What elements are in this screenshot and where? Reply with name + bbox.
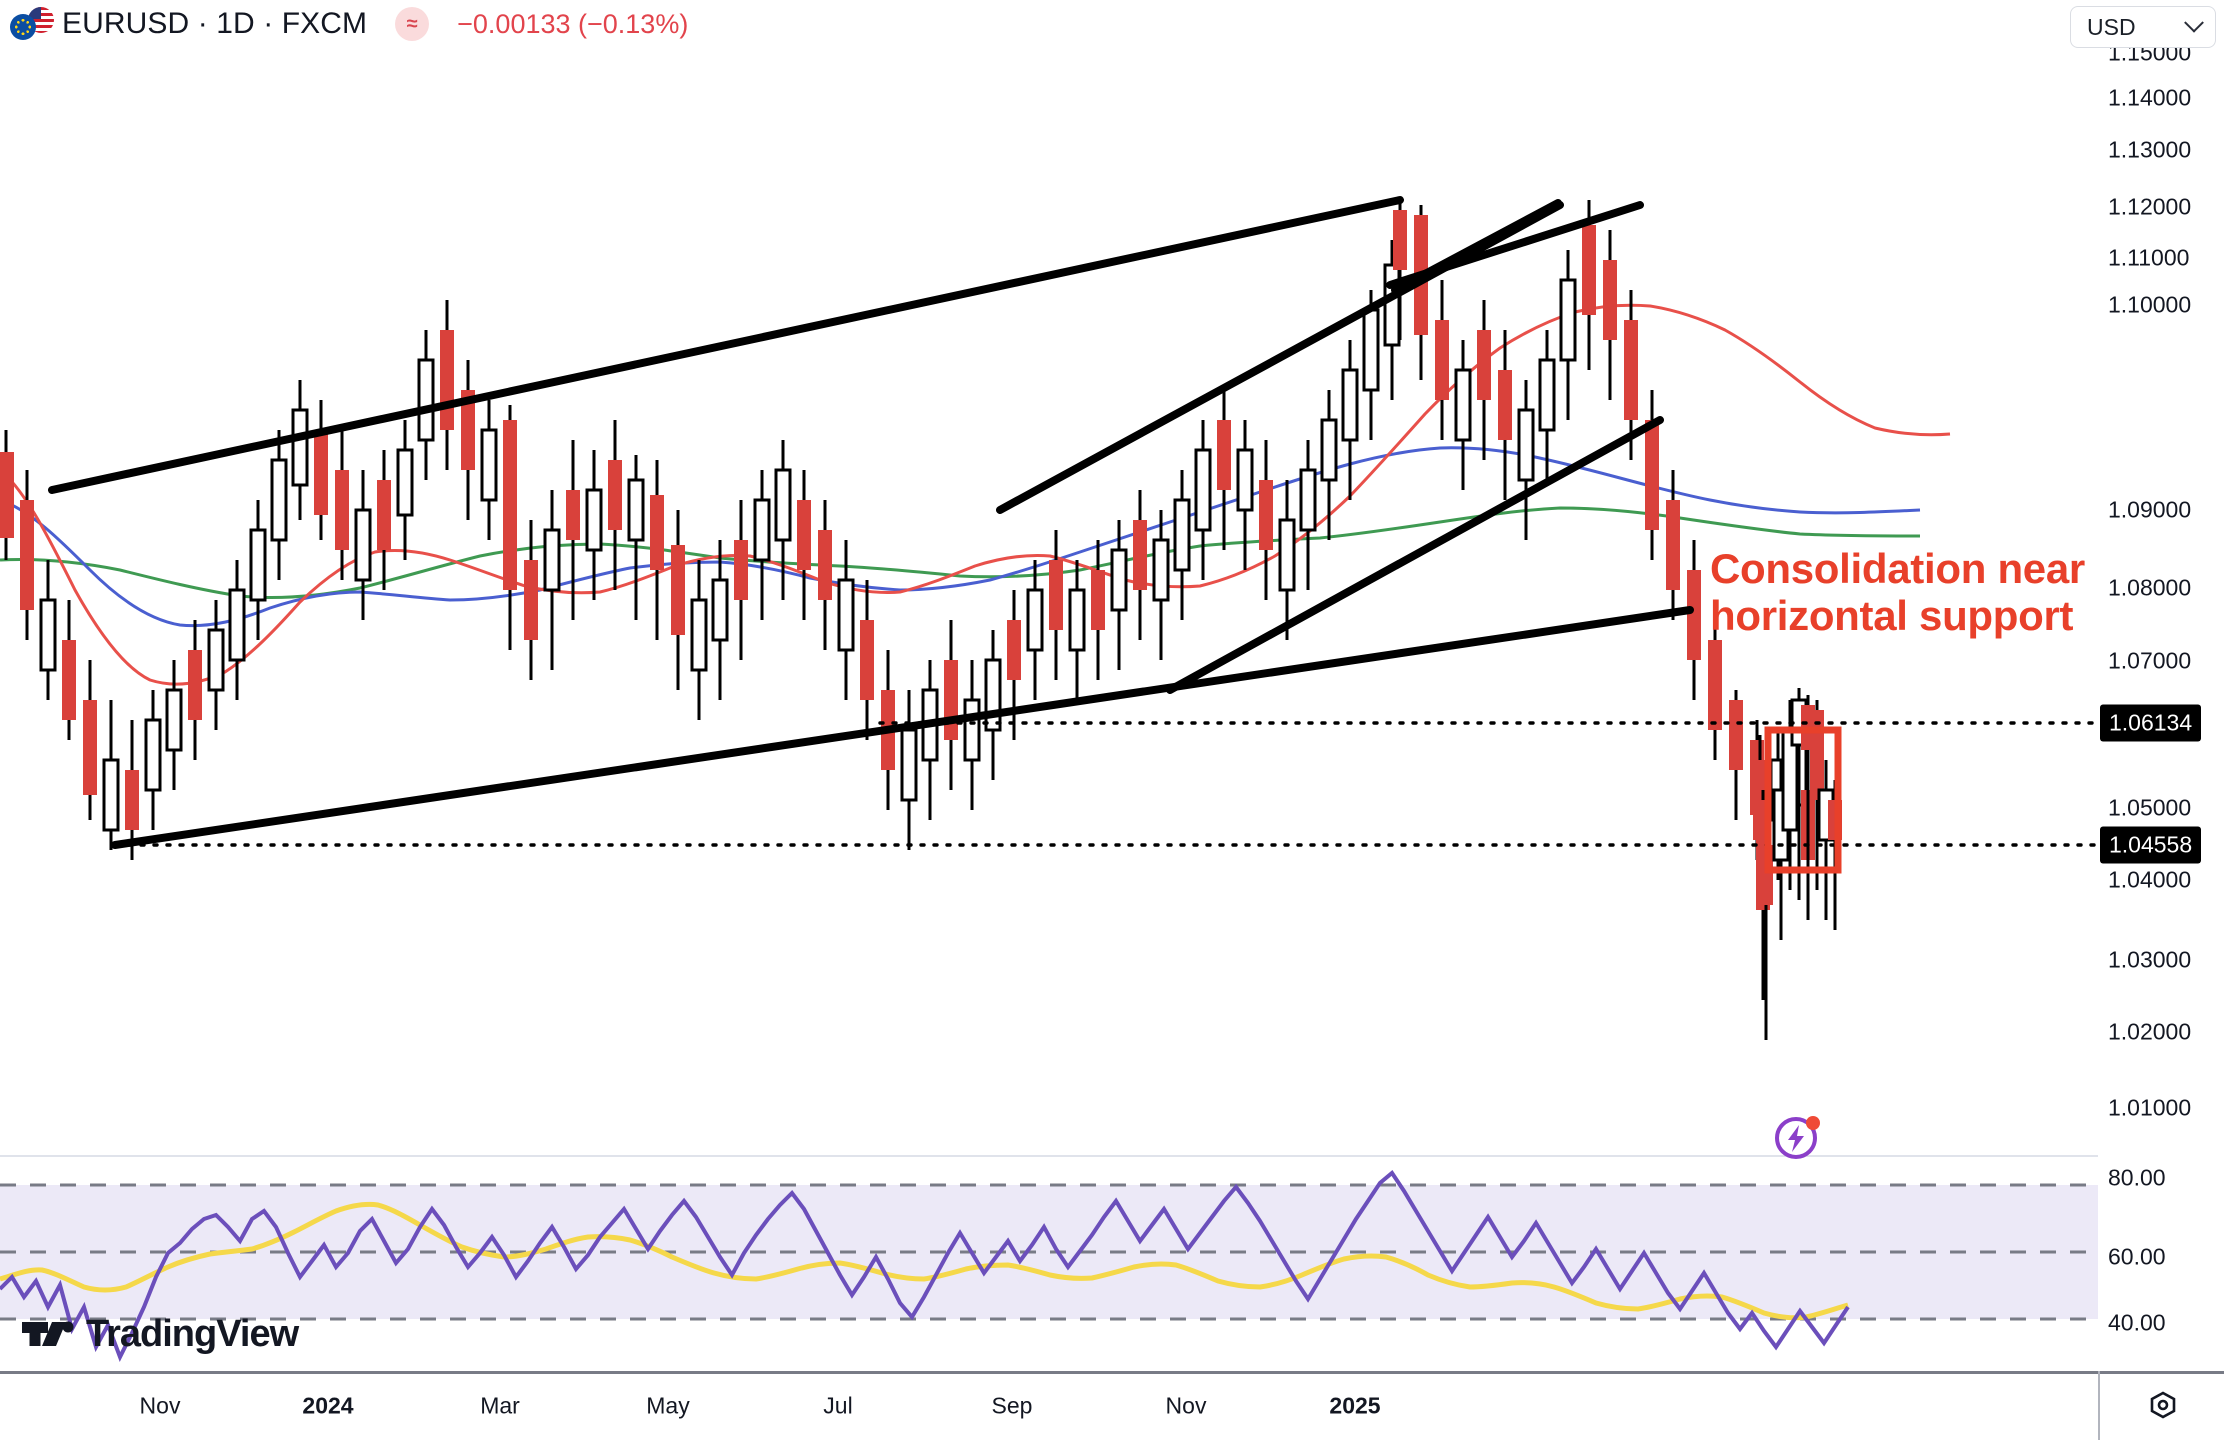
time-tick-jul: Jul (823, 1392, 853, 1419)
symbol-flags (10, 6, 56, 42)
symbol-title[interactable]: EURUSD · 1D · FXCM (62, 7, 368, 40)
consolidation-highlight-box (1764, 726, 1842, 874)
lightning-bolt-icon[interactable] (1772, 1110, 1824, 1162)
price-change-value: −0.00133 (−0.13%) (457, 8, 689, 39)
trendline-group (48, 196, 1694, 849)
ma-medium-line (0, 446, 1921, 628)
time-tick-nov-2023: Nov (139, 1392, 181, 1419)
trendline-upper-channel (48, 196, 1404, 494)
tradingview-watermark-text: TradingView (86, 1312, 299, 1355)
rsi-tick-40: 40.00 (2108, 1309, 2166, 1336)
price-chart-pane[interactable] (0, 0, 2098, 1155)
price-tick-1-05000: 1.05000 (2108, 794, 2192, 821)
eu-flag-icon (10, 14, 36, 40)
candlestick-series (0, 200, 1842, 1040)
rsi-tick-80: 80.00 (2108, 1164, 2166, 1191)
time-tick-2024: 2024 (302, 1392, 354, 1419)
price-tick-1-10000: 1.10000 (2108, 291, 2192, 318)
currency-select[interactable]: USD (2070, 6, 2216, 48)
price-tick-1-13000: 1.13000 (2108, 136, 2192, 163)
time-tick-sep: Sep (991, 1392, 1033, 1419)
tradingview-logo-icon (22, 1321, 74, 1346)
chevron-down-icon (2184, 12, 2204, 33)
chart-header: EURUSD · 1D · FXCM ≈ −0.00133 (−0.13%) (0, 0, 2224, 48)
price-badge-lower: 1.04558 (2100, 826, 2202, 864)
rsi-indicator-pane[interactable] (0, 1157, 2098, 1369)
time-tick-2025: 2025 (1329, 1392, 1381, 1419)
price-tick-1-03000: 1.03000 (2108, 946, 2192, 973)
price-tick-1-08000: 1.08000 (2108, 574, 2192, 601)
price-badge-upper: 1.06134 (2100, 704, 2202, 742)
rsi-line (0, 1170, 1850, 1362)
price-tick-1-01000: 1.01000 (2108, 1094, 2192, 1121)
price-chart-svg (0, 196, 2098, 1040)
price-tick-1-11000: 1.11000 (2108, 244, 2190, 271)
price-tick-1-12000: 1.12000 (2108, 193, 2192, 220)
rsi-chart-svg (0, 1170, 2098, 1362)
tradingview-watermark: TradingView (22, 1312, 299, 1356)
axis-corner-separator (2098, 1371, 2100, 1440)
time-tick-nov-2024: Nov (1165, 1392, 1207, 1419)
rsi-tick-60: 60.00 (2108, 1243, 2166, 1270)
time-axis[interactable]: Nov 2024 Mar May Jul Sep Nov 2025 (0, 1371, 2224, 1440)
trendline-rising-wedge-lower (1166, 416, 1664, 694)
gear-icon[interactable] (2148, 1390, 2178, 1420)
price-tick-1-04000: 1.04000 (2108, 866, 2192, 893)
price-tick-1-02000: 1.02000 (2108, 1018, 2192, 1045)
price-tick-1-09000: 1.09000 (2108, 496, 2192, 523)
time-tick-mar: Mar (480, 1392, 520, 1419)
ma-fast-line (0, 303, 1951, 686)
rsi-ma-line (0, 1201, 1849, 1321)
currency-select-label: USD (2087, 13, 2136, 40)
trendline-lower-channel (111, 606, 1694, 849)
trendline-fan-steep (1391, 199, 1562, 294)
price-tick-1-07000: 1.07000 (2108, 647, 2192, 674)
price-axis[interactable]: 1.15000 1.14000 1.13000 1.12000 1.11000 … (2098, 0, 2224, 1401)
approx-price-icon: ≈ (395, 7, 430, 41)
time-tick-may: May (646, 1392, 690, 1419)
price-tick-1-14000: 1.14000 (2108, 84, 2192, 111)
pane-divider[interactable] (0, 1155, 2098, 1157)
